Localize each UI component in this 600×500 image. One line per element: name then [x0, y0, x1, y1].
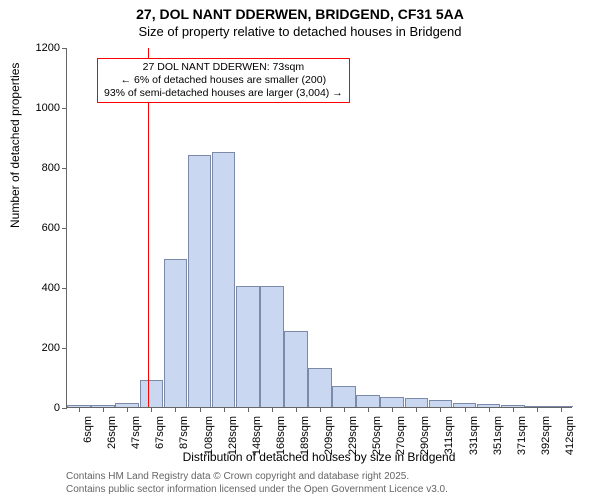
footer: Contains HM Land Registry data © Crown c… [66, 471, 572, 496]
xtick-mark [561, 407, 562, 412]
xtick-mark [416, 407, 417, 412]
xtick-label: 351sqm [492, 416, 504, 455]
histogram-bar [356, 395, 380, 407]
ytick-label: 600 [42, 222, 60, 234]
xtick-label: 392sqm [540, 416, 552, 455]
xtick-label: 412sqm [564, 416, 576, 455]
xtick-label: 229sqm [347, 416, 359, 455]
histogram-bar [140, 380, 164, 407]
xtick-label: 87sqm [178, 416, 190, 449]
xtick-mark [224, 407, 225, 412]
xtick-mark [151, 407, 152, 412]
ytick-mark [62, 408, 67, 409]
xtick-mark [489, 407, 490, 412]
annotation-line3: 93% of semi-detached houses are larger (… [104, 87, 343, 100]
footer-line2: Contains public sector information licen… [66, 484, 572, 497]
histogram-bar [284, 331, 308, 408]
ytick-label: 1000 [36, 102, 60, 114]
ytick-label: 0 [54, 402, 60, 414]
title-block: 27, DOL NANT DDERWEN, BRIDGEND, CF31 5AA… [0, 0, 600, 40]
ytick-mark [62, 48, 67, 49]
xtick-mark [175, 407, 176, 412]
xtick-label: 311sqm [443, 416, 455, 454]
histogram-bar [380, 397, 404, 408]
xtick-label: 128sqm [227, 416, 239, 455]
xtick-mark [465, 407, 466, 412]
y-axis-label: Number of detached properties [8, 63, 22, 228]
xtick-label: 250sqm [371, 416, 383, 455]
ytick-label: 1200 [36, 42, 60, 54]
histogram-bar [188, 155, 212, 407]
xtick-label: 26sqm [106, 416, 118, 449]
xtick-label: 168sqm [275, 416, 287, 455]
xtick-mark [127, 407, 128, 412]
annotation-line1: 27 DOL NANT DDERWEN: 73sqm [104, 61, 343, 74]
xtick-mark [296, 407, 297, 412]
title-line1: 27, DOL NANT DDERWEN, BRIDGEND, CF31 5AA [0, 6, 600, 24]
xtick-mark [440, 407, 441, 412]
xtick-mark [200, 407, 201, 412]
histogram-bar [429, 400, 453, 408]
xtick-mark [248, 407, 249, 412]
xtick-mark [103, 407, 104, 412]
xtick-label: 108sqm [203, 416, 215, 455]
plot-area: 27 DOL NANT DDERWEN: 73sqm ← 6% of detac… [66, 48, 572, 408]
xtick-label: 371sqm [516, 416, 528, 455]
xtick-label: 331sqm [468, 416, 480, 455]
ytick-mark [62, 288, 67, 289]
histogram-bar [164, 259, 188, 408]
ytick-mark [62, 108, 67, 109]
xtick-mark [272, 407, 273, 412]
footer-line1: Contains HM Land Registry data © Crown c… [66, 471, 572, 484]
histogram-bar [405, 398, 429, 407]
xtick-mark [513, 407, 514, 412]
xtick-label: 6sqm [82, 416, 94, 443]
xtick-label: 67sqm [154, 416, 166, 449]
histogram-bar [308, 368, 332, 407]
title-line2: Size of property relative to detached ho… [0, 24, 600, 40]
xtick-label: 189sqm [299, 416, 311, 455]
ytick-mark [62, 228, 67, 229]
xtick-label: 290sqm [419, 416, 431, 455]
xtick-label: 148sqm [251, 416, 263, 455]
histogram-bar [236, 286, 260, 408]
xtick-mark [368, 407, 369, 412]
ytick-mark [62, 168, 67, 169]
xtick-label: 270sqm [395, 416, 407, 455]
ytick-label: 200 [42, 342, 60, 354]
xtick-mark [320, 407, 321, 412]
ytick-label: 800 [42, 162, 60, 174]
xtick-mark [344, 407, 345, 412]
annotation-box: 27 DOL NANT DDERWEN: 73sqm ← 6% of detac… [97, 58, 350, 103]
ytick-label: 400 [42, 282, 60, 294]
histogram-bar [332, 386, 356, 407]
histogram-bar [212, 152, 236, 407]
xtick-mark [79, 407, 80, 412]
annotation-line2: ← 6% of detached houses are smaller (200… [104, 74, 343, 87]
histogram-bar [260, 286, 284, 408]
xtick-label: 209sqm [323, 416, 335, 455]
ytick-mark [62, 348, 67, 349]
chart-container: 27, DOL NANT DDERWEN, BRIDGEND, CF31 5AA… [0, 0, 600, 500]
xtick-mark [392, 407, 393, 412]
xtick-mark [537, 407, 538, 412]
xtick-label: 47sqm [130, 416, 142, 449]
